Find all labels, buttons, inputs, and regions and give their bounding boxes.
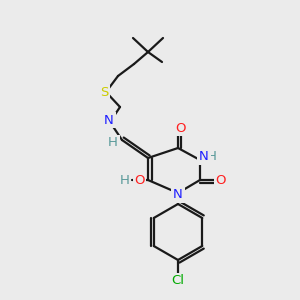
Text: S: S [100, 86, 108, 100]
Text: N: N [104, 113, 114, 127]
Text: N: N [199, 151, 209, 164]
Text: H: H [207, 149, 217, 163]
Text: O: O [216, 173, 226, 187]
Text: O: O [134, 173, 145, 187]
Text: Cl: Cl [172, 274, 184, 287]
Text: H: H [108, 136, 118, 149]
Text: N: N [173, 188, 183, 202]
Text: H: H [120, 173, 130, 187]
Text: O: O [175, 122, 185, 134]
